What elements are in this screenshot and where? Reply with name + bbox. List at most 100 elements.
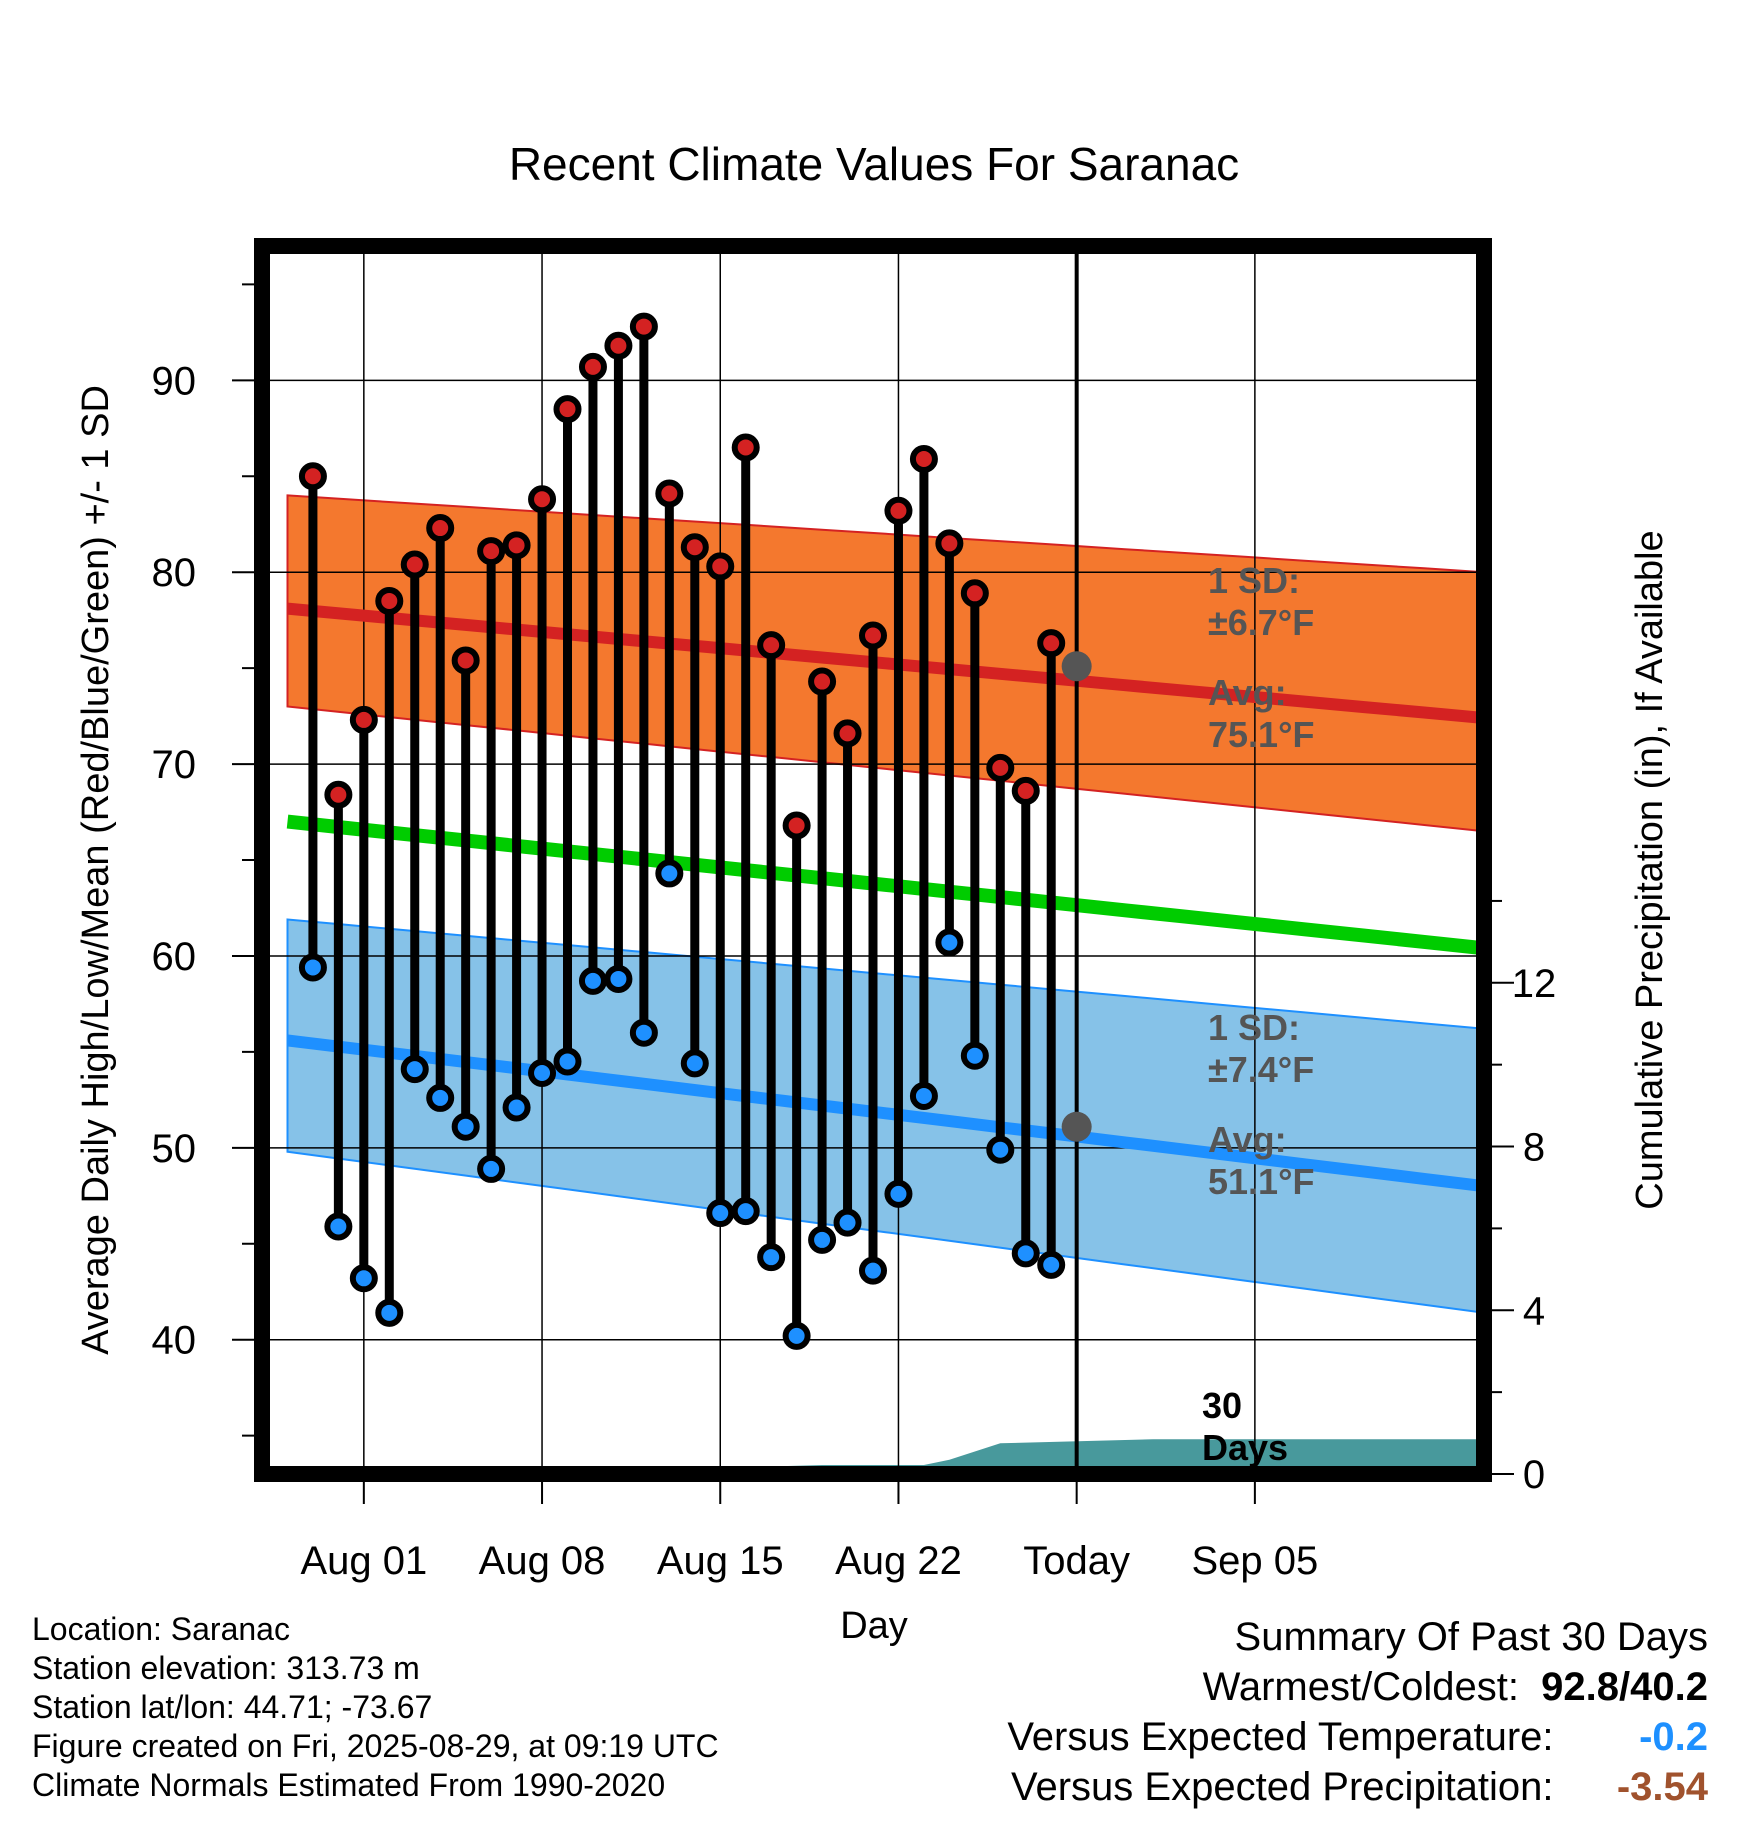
daily-high-point — [808, 667, 837, 696]
x-tick-label: Sep 05 — [1191, 1539, 1318, 1583]
daily-low-point — [960, 1041, 989, 1070]
daily-high-point — [1011, 776, 1040, 805]
daily-high-point — [782, 811, 811, 840]
high-sd-label-line: ±6.7°F — [1208, 602, 1314, 643]
low-avg-dot — [1061, 1111, 1092, 1142]
daily-high-point — [629, 312, 658, 341]
daily-high-point — [349, 705, 378, 734]
warmest-value: 92.8/40.2 — [1541, 1665, 1708, 1709]
daily-high-point — [426, 514, 455, 543]
summary-precip-row: Versus Expected Precipitation: -3.54 — [1007, 1762, 1708, 1812]
y2-tick-label: 8 — [1523, 1126, 1545, 1170]
precip-value: -3.54 — [1616, 1765, 1708, 1809]
daily-low-point — [451, 1112, 480, 1141]
x-tick-label: Aug 01 — [300, 1539, 427, 1583]
daily-low-point — [553, 1047, 582, 1076]
normals-text: Climate Normals Estimated From 1990-2020 — [32, 1767, 666, 1803]
daily-low-point — [629, 1018, 658, 1047]
daily-high-point — [578, 352, 607, 381]
daily-high-point — [502, 531, 531, 560]
daily-low-point — [859, 1256, 887, 1285]
daily-low-point — [731, 1197, 760, 1226]
plot-inner — [262, 246, 1484, 1474]
daily-low-point — [604, 964, 633, 993]
y-tick-label: 90 — [152, 359, 197, 403]
daily-low-point — [298, 953, 327, 982]
daily-high-point — [731, 433, 760, 462]
daily-high-point — [706, 552, 735, 581]
y-axis-label: Average Daily High/Low/Mean (Red/Blue/Gr… — [75, 385, 117, 1355]
daily-high-point — [604, 331, 633, 360]
chart-title: Recent Climate Values For Saranac — [509, 138, 1239, 190]
daily-high-point — [884, 496, 913, 525]
today-days-label: 30 Days — [1202, 1385, 1288, 1468]
low-avg-label-line: Avg: — [1208, 1119, 1287, 1160]
y-tick-label: 60 — [152, 935, 197, 979]
station-info: Location: Saranac Station elevation: 313… — [32, 1610, 719, 1805]
summary-warmest-row: Warmest/Coldest: 92.8/40.2 — [1007, 1662, 1708, 1712]
today-days-label-line: Days — [1202, 1427, 1288, 1468]
plot-frame — [254, 238, 1492, 1482]
daily-low-point — [349, 1264, 378, 1293]
daily-high-point — [986, 753, 1015, 782]
daily-low-point — [502, 1093, 531, 1122]
daily-low-point — [986, 1135, 1015, 1164]
daily-low-point — [324, 1212, 353, 1241]
daily-low-point — [655, 859, 684, 888]
daily-high-point — [528, 485, 557, 514]
summary-temp-row: Versus Expected Temperature: -0.2 — [1007, 1712, 1708, 1762]
daily-high-point — [375, 586, 404, 615]
daily-high-point — [451, 646, 480, 675]
created-text: Figure created on Fri, 2025-08-29, at 09… — [32, 1728, 719, 1764]
daily-low-point — [680, 1049, 709, 1078]
daily-low-point — [426, 1083, 455, 1112]
y2-tick-label: 0 — [1523, 1453, 1545, 1497]
low-sd-label-line: 1 SD: — [1208, 1007, 1300, 1048]
daily-high-point — [680, 533, 709, 562]
daily-high-point — [298, 462, 327, 491]
daily-low-point — [375, 1298, 404, 1327]
daily-high-point — [859, 621, 887, 650]
low-sd-label-line: ±7.4°F — [1208, 1049, 1314, 1090]
daily-low-point — [757, 1243, 786, 1272]
daily-low-point — [477, 1154, 506, 1183]
y-tick-label: 40 — [152, 1319, 197, 1363]
y2-tick-label: 12 — [1512, 962, 1557, 1006]
high-avg-label: Avg: 75.1°F — [1208, 672, 1314, 755]
x-tick-label: Aug 22 — [835, 1539, 962, 1583]
x-tick-label: Aug 08 — [479, 1539, 606, 1583]
daily-high-point — [935, 529, 964, 558]
precip-label: Versus Expected Precipitation: — [1011, 1765, 1554, 1809]
elevation-text: Station elevation: 313.73 m — [32, 1650, 420, 1686]
summary-title: Summary Of Past 30 Days — [1234, 1615, 1708, 1659]
daily-low-point — [1011, 1239, 1040, 1268]
location-text: Location: Saranac — [32, 1611, 290, 1647]
daily-high-point — [553, 395, 582, 424]
daily-low-point — [808, 1225, 837, 1254]
temp-label: Versus Expected Temperature: — [1007, 1715, 1554, 1759]
high-avg-label-line: 75.1°F — [1208, 714, 1314, 755]
today-days-label-line: 30 — [1202, 1385, 1242, 1426]
daily-low-point — [706, 1199, 735, 1228]
y-tick-label: 70 — [152, 743, 197, 787]
daily-low-point — [400, 1055, 429, 1084]
high-sd-label-line: 1 SD: — [1208, 560, 1300, 601]
x-tick-label: Today — [1023, 1539, 1130, 1583]
daily-low-point — [909, 1082, 938, 1111]
daily-high-point — [757, 631, 786, 660]
daily-high-point — [324, 780, 353, 809]
daily-high-point — [400, 550, 429, 579]
daily-low-point — [884, 1179, 913, 1208]
summary-panel: Summary Of Past 30 Days Warmest/Coldest:… — [1007, 1612, 1708, 1812]
daily-high-point — [655, 479, 684, 508]
latlon-text: Station lat/lon: 44.71; -73.67 — [32, 1689, 433, 1725]
warmest-label: Warmest/Coldest: — [1202, 1665, 1519, 1709]
high-avg-dot — [1061, 651, 1092, 682]
y-tick-label: 50 — [152, 1127, 197, 1171]
high-avg-label-line: Avg: — [1208, 672, 1287, 713]
daily-high-point — [477, 537, 506, 566]
high-sd-label: 1 SD: ±6.7°F — [1208, 560, 1314, 643]
daily-low-point — [833, 1208, 862, 1237]
